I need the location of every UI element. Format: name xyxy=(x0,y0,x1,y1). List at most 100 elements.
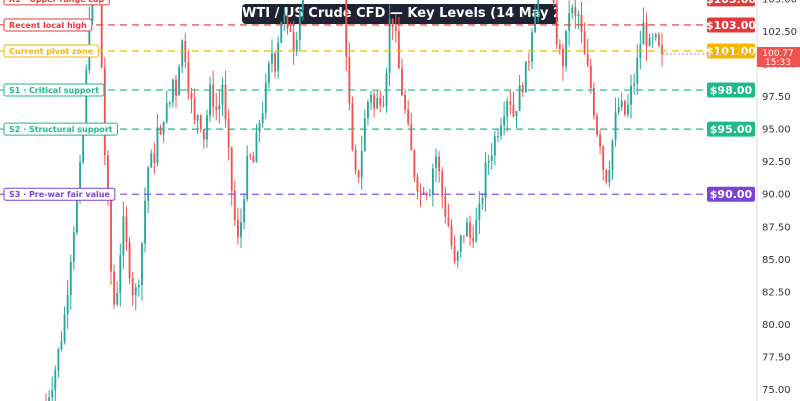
last-price-time: 15:33 xyxy=(765,58,791,68)
candle-body xyxy=(478,203,481,220)
level-label: Recent local high xyxy=(9,21,87,30)
candle-body xyxy=(224,84,227,120)
candle-body xyxy=(141,243,143,286)
y-tick-label: 102.50 xyxy=(762,27,797,38)
candle-body xyxy=(441,171,444,197)
candle-body xyxy=(144,200,146,244)
candle-body xyxy=(153,153,156,163)
candle-body xyxy=(264,83,267,114)
candle-body xyxy=(106,155,109,199)
candle-body xyxy=(404,95,407,110)
candle-body xyxy=(521,85,524,93)
candle-body xyxy=(456,251,459,262)
candle-body xyxy=(410,123,413,151)
candle-body xyxy=(289,28,292,32)
candle-body xyxy=(524,61,527,93)
candle-body xyxy=(469,222,472,238)
candle-body xyxy=(531,32,533,62)
candle-body xyxy=(642,22,645,45)
candle-body xyxy=(515,111,518,117)
candle-body xyxy=(249,155,252,157)
candle-body xyxy=(586,54,589,66)
candle-body xyxy=(190,92,193,99)
candle-body xyxy=(110,198,112,272)
candle-body xyxy=(348,56,351,104)
candle-body xyxy=(351,103,354,151)
candle-body xyxy=(493,136,496,156)
y-tick-label: 95.00 xyxy=(762,125,791,136)
level-label-box xyxy=(3,44,99,58)
candle-body xyxy=(487,160,490,163)
candle-body xyxy=(630,85,632,105)
candle-body xyxy=(168,102,171,104)
candle-body xyxy=(568,13,571,31)
candle-body xyxy=(175,79,177,96)
candle-body xyxy=(227,119,230,148)
candle-body xyxy=(178,66,181,96)
y-tick-label: 75.00 xyxy=(762,385,791,396)
level-label: S2 · Structural support xyxy=(9,125,113,134)
candle-body xyxy=(255,132,258,163)
candle-body xyxy=(503,116,506,126)
level-label-box xyxy=(3,18,93,32)
candle-body xyxy=(283,14,286,23)
candle-body xyxy=(360,150,363,178)
candle-body xyxy=(298,10,301,40)
candle-body xyxy=(617,107,620,113)
candle-body xyxy=(611,140,614,171)
candle-body xyxy=(274,53,276,71)
candle-body xyxy=(150,153,153,168)
candle-body xyxy=(196,115,199,121)
candle-body xyxy=(596,115,598,135)
candle-body xyxy=(444,196,447,218)
level-badge xyxy=(707,43,755,59)
candle-body xyxy=(657,34,660,46)
candle-body xyxy=(240,222,242,237)
candle-body xyxy=(202,129,205,140)
candle-body xyxy=(571,7,574,14)
candle-body xyxy=(137,285,140,288)
candle-body xyxy=(497,136,499,138)
level-badge xyxy=(707,17,755,33)
candle-body xyxy=(116,293,119,305)
candle-body xyxy=(171,79,174,103)
candle-body xyxy=(69,261,72,295)
candle-body xyxy=(187,62,190,93)
candle-body xyxy=(484,162,487,198)
level-badge xyxy=(707,186,755,202)
candle-body xyxy=(490,155,493,161)
y-tick-label: 87.50 xyxy=(762,222,791,233)
candle-body xyxy=(527,61,530,63)
candle-body xyxy=(645,22,648,46)
candle-body xyxy=(552,0,555,3)
level-badge-label: $95.00 xyxy=(710,123,753,136)
candle-body xyxy=(382,105,385,107)
candle-body xyxy=(48,397,51,401)
candle-body xyxy=(363,118,366,151)
candle-body xyxy=(215,106,218,110)
candle-body xyxy=(413,150,416,178)
candle-body xyxy=(416,177,419,192)
candle-body xyxy=(397,31,400,69)
candle-body xyxy=(407,109,410,124)
candle-body xyxy=(72,232,75,262)
y-tick-label: 97.50 xyxy=(762,92,791,103)
candle-body xyxy=(435,156,437,169)
candle-body xyxy=(453,245,456,262)
candle-body xyxy=(159,127,162,135)
candle-body xyxy=(271,53,273,64)
candle-body xyxy=(602,146,605,170)
candle-body xyxy=(125,216,128,243)
candle-body xyxy=(128,242,131,279)
candle-body xyxy=(51,390,54,398)
candle-body xyxy=(119,255,122,294)
y-tick-label: 105.00 xyxy=(762,0,797,5)
candle-body xyxy=(82,130,85,162)
candle-body xyxy=(592,87,595,116)
candle-body xyxy=(500,125,502,137)
candle-body xyxy=(199,115,202,130)
candle-body xyxy=(475,219,478,242)
level-badge-label: $103.00 xyxy=(706,19,756,32)
candle-body xyxy=(54,369,57,391)
level-label-box xyxy=(3,0,110,6)
